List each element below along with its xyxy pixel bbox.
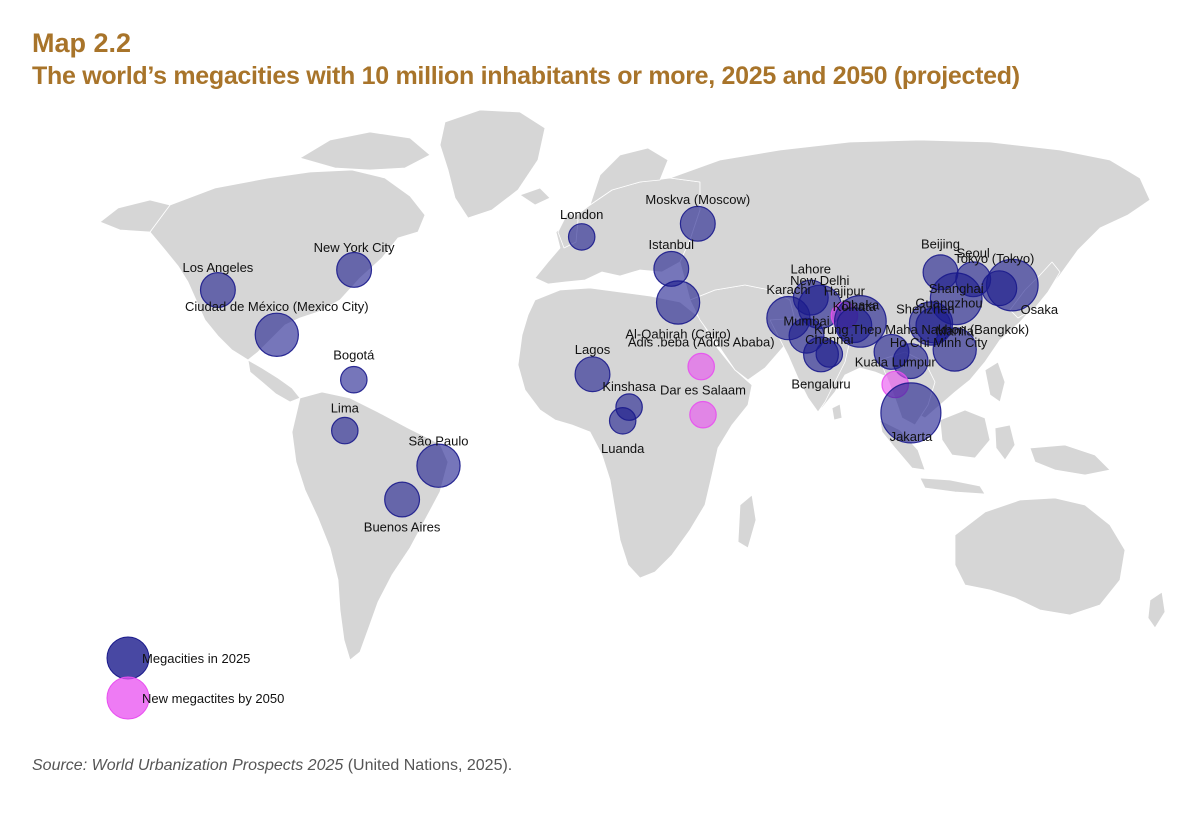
- source-note: Source: World Urbanization Prospects 202…: [32, 757, 512, 775]
- city-label-kuala-lumpur: Kuala Lumpur: [855, 355, 937, 370]
- city-labels: Los Angeles New York City Ciudad de México…: [182, 192, 1058, 535]
- city-label-bogot: Bogotá: [333, 348, 375, 363]
- city-label-los-angeles: Los Angeles: [182, 260, 253, 275]
- city-label-manila: Manila: [936, 324, 975, 339]
- land-new-zealand: [1147, 591, 1166, 629]
- city-label-adis-beba-addis-ababa: Adis .beba (Addis Ababa): [628, 335, 775, 350]
- city-label-mumbai: Mumbai: [783, 314, 829, 329]
- city-label-krung-thep-maha-nakhon-bangkok: Krung Thep Maha Nakhon (Bangkok): [814, 322, 1029, 337]
- city-label-ciudad-de-m-xico-mexico-city: Ciudad de México (Mexico City): [185, 299, 369, 314]
- city-label-dhaka: Dhaka: [842, 297, 880, 312]
- city-label-beijing: Beijing: [921, 236, 960, 251]
- city-label-new-delhi: New Delhi: [790, 273, 849, 288]
- city-label-shanghai: Shanghai: [929, 281, 984, 296]
- land-arctic-islands: [299, 131, 431, 171]
- city-label-jakarta: Jakarta: [890, 429, 933, 444]
- city-bubble-luanda: [608, 406, 637, 435]
- land-south-america: [291, 391, 449, 661]
- land-philippines: [984, 361, 1006, 403]
- city-bubble-al-qahirah-cairo: [655, 280, 701, 325]
- legend-label-megacities-2025: Megacities in 2025: [142, 651, 250, 666]
- land-scandinavia: [589, 147, 669, 206]
- city-label-s-o-paulo: São Paulo: [409, 434, 469, 449]
- land-central-america: [247, 359, 301, 403]
- city-label-dar-es-salaam: Dar es Salaam: [660, 383, 746, 398]
- land-madagascar: [737, 494, 757, 549]
- city-label-lima: Lima: [331, 401, 360, 416]
- city-bubble-bogot: [339, 365, 368, 394]
- legend: Megacities in 2025 New megactites by 2050: [106, 636, 284, 720]
- city-label-tokyo-tokyo: Tokyo (Tokyo): [954, 251, 1034, 266]
- city-bubble-lima: [330, 416, 359, 445]
- land-sulawesi: [994, 424, 1016, 461]
- source-plain: (United Nations, 2025).: [343, 757, 513, 774]
- city-label-hajipur: Hajipur: [824, 284, 866, 299]
- city-label-kinshasa: Kinshasa: [602, 379, 656, 394]
- city-label-guangzhou: Guangzhou: [915, 296, 982, 311]
- city-bubble-dar-es-salaam: [689, 400, 717, 429]
- city-label-ho-chi-minh-city: Ho Chi Minh City: [890, 335, 988, 350]
- legend-swatch-new-2050: [106, 676, 150, 720]
- city-label-shenzhen: Shenzhen: [896, 301, 955, 316]
- source-italic: Source: World Urbanization Prospects 202…: [32, 757, 344, 774]
- city-label-moskva-moscow: Moskva (Moscow): [645, 192, 750, 207]
- city-label-karachi: Karachi: [766, 282, 810, 297]
- city-bubble-shenzhen: [915, 307, 952, 344]
- city-bubble-osaka: [981, 270, 1018, 307]
- city-label-new-york-city: New York City: [314, 240, 395, 255]
- city-label-london: London: [560, 207, 603, 222]
- land-sri-lanka: [831, 403, 843, 421]
- map-number: Map 2.2: [32, 28, 132, 58]
- city-bubble-s-o-paulo: [416, 443, 461, 488]
- city-label-lahore: Lahore: [791, 262, 831, 277]
- land-greenland: [439, 109, 546, 219]
- city-bubble-adis-beba-addis-ababa: [687, 352, 715, 381]
- city-bubble-buenos-aires: [384, 481, 421, 518]
- land-java: [919, 477, 986, 495]
- city-label-luanda: Luanda: [601, 441, 645, 456]
- city-label-chennai: Chennai: [805, 332, 854, 347]
- city-label-bengaluru: Bengaluru: [791, 376, 850, 391]
- city-label-seoul: Seoul: [957, 245, 990, 260]
- land-alaska: [99, 199, 171, 233]
- city-bubble-jakarta: [880, 382, 942, 444]
- city-bubble-ciudad-de-m-xico-mexico-city: [254, 312, 299, 357]
- land-new-guinea: [1029, 444, 1111, 476]
- land-north-america: [149, 169, 426, 361]
- city-bubbles: [199, 205, 1039, 518]
- legend-label-new-2050: New megactites by 2050: [142, 691, 284, 706]
- city-bubble-bengaluru: [802, 336, 839, 373]
- land-australia: [954, 497, 1126, 616]
- city-label-buenos-aires: Buenos Aires: [364, 520, 441, 535]
- map-title: The world’s megacities with 10 million i…: [32, 62, 1020, 90]
- city-label-lagos: Lagos: [575, 342, 611, 357]
- city-bubble-london: [567, 223, 596, 251]
- city-bubble-moskva-moscow: [679, 205, 716, 242]
- city-bubble-los-angeles: [199, 272, 236, 309]
- city-bubble-kolkata: [836, 307, 873, 344]
- city-label-istanbul: Istanbul: [649, 237, 695, 252]
- land-borneo: [939, 409, 991, 459]
- land-iceland: [519, 187, 551, 206]
- city-bubble-lagos: [574, 356, 611, 393]
- city-label-al-qahirah-cairo: Al-Qahirah (Cairo): [625, 327, 730, 342]
- city-bubble-ho-chi-minh-city: [892, 343, 929, 380]
- city-label-kolkata: Kolkata: [833, 299, 877, 314]
- city-bubble-new-york-city: [336, 251, 373, 288]
- city-label-osaka: Osaka: [1021, 302, 1059, 317]
